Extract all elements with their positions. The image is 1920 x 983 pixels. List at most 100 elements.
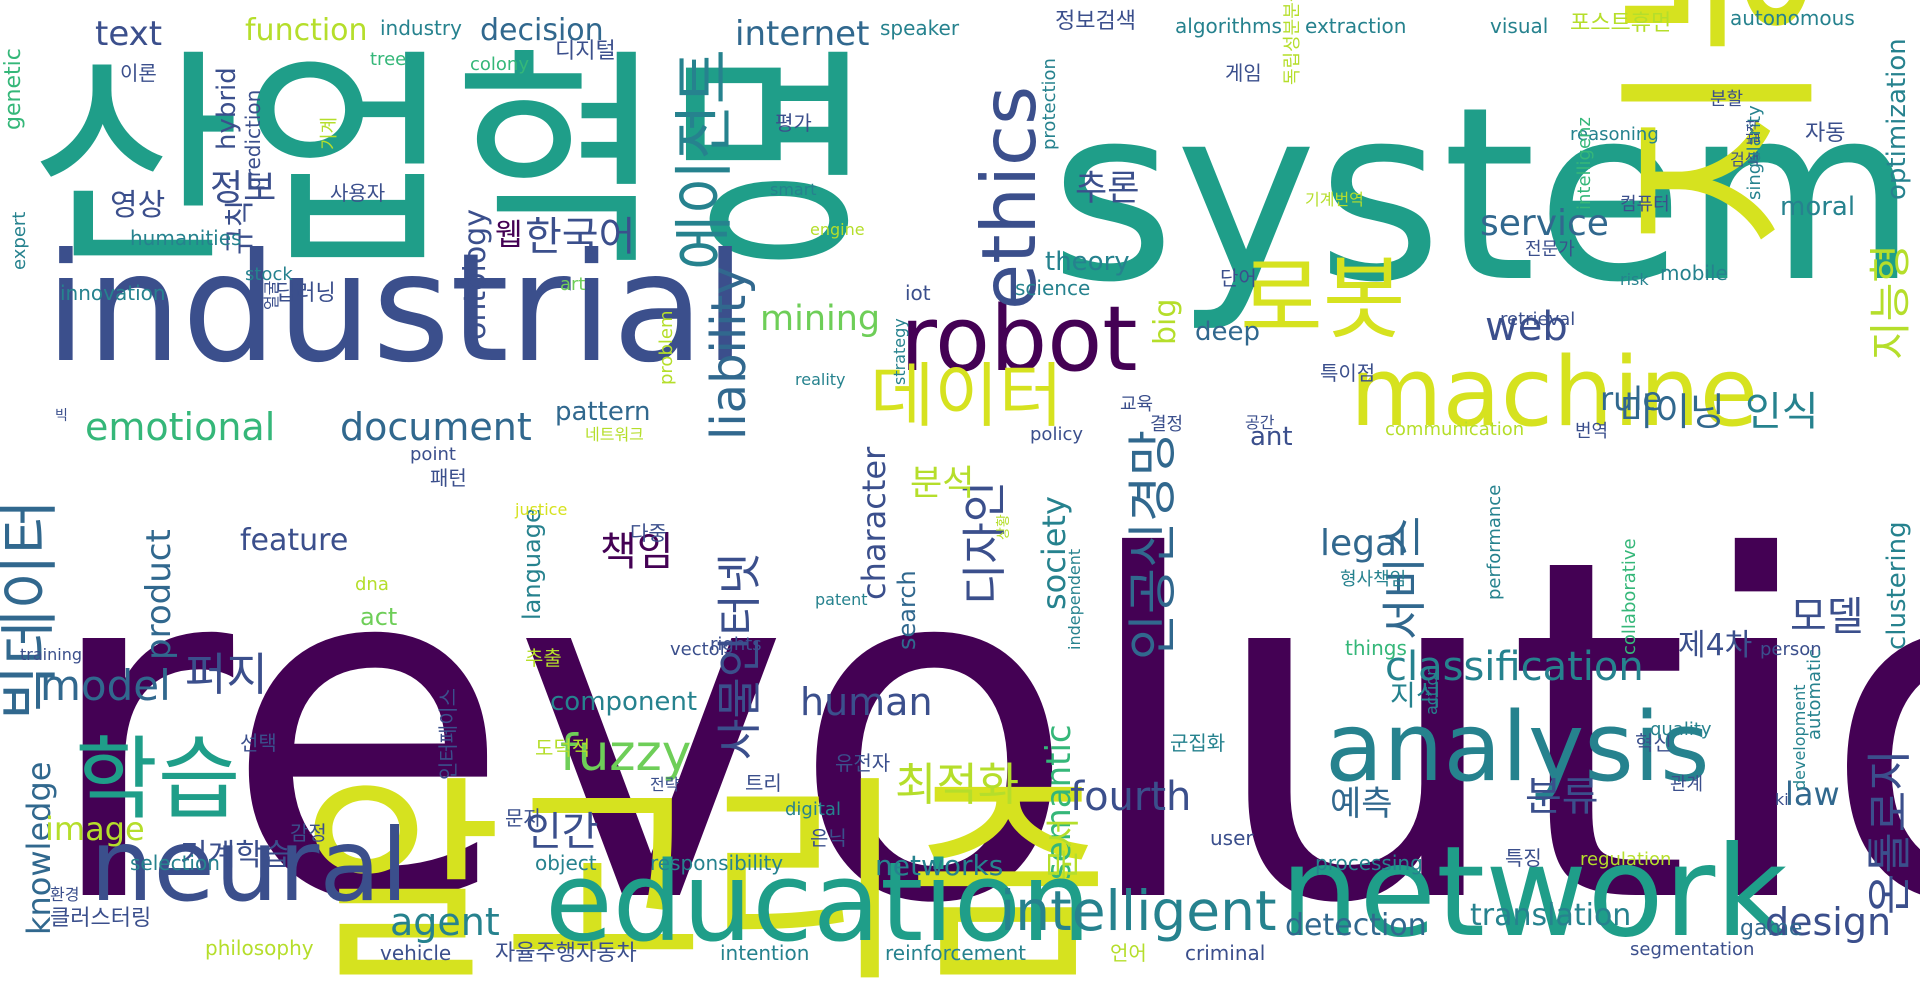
word-67: detection — [1285, 908, 1427, 943]
word-172: 클러스터링 — [50, 906, 151, 931]
word-165: 감정 — [290, 821, 327, 845]
word-46: rule — [1600, 380, 1662, 418]
word-133: communication — [1385, 419, 1524, 440]
word-158: digital — [785, 799, 841, 820]
word-188: independent — [1065, 549, 1084, 650]
word-160: 관계 — [1670, 774, 1703, 795]
word-81: 규칙 — [223, 200, 258, 255]
word-57: 마이닝 — [1620, 390, 1725, 434]
word-75: optimization — [1882, 38, 1912, 200]
word-6: 지능 — [1600, 0, 1845, 250]
word-49: 책임 — [600, 529, 674, 575]
word-87: search — [893, 570, 921, 650]
word-124: 전문가 — [1525, 239, 1575, 260]
word-117: art — [560, 274, 586, 295]
word-157: 트리 — [745, 771, 782, 795]
word-139: 패턴 — [430, 466, 467, 490]
word-114: expert — [9, 212, 30, 270]
word-112: engine — [810, 220, 865, 239]
word-96: industry — [380, 16, 462, 40]
word-36: design — [1765, 900, 1891, 944]
word-130: 교육 — [1120, 394, 1153, 415]
word-26: model — [40, 661, 171, 710]
word-132: 공간 — [1245, 413, 1275, 432]
word-52: 정보 — [210, 168, 276, 209]
word-11: robot — [900, 287, 1138, 392]
word-142: dna — [355, 574, 389, 595]
word-113: humanities — [130, 226, 241, 250]
word-137: 네트워크 — [585, 425, 644, 444]
word-121: risk — [1620, 270, 1649, 289]
word-180: segmentation — [1630, 939, 1754, 960]
word-184: development — [1790, 684, 1809, 790]
word-56: 인식 — [1745, 389, 1819, 435]
word-1: 알고리즘 — [300, 756, 1110, 983]
word-98: 디지털 — [555, 39, 616, 64]
word-39: internet — [735, 14, 869, 54]
word-34: character — [855, 446, 893, 600]
word-170: processing — [1315, 851, 1423, 875]
word-195: ki — [1775, 790, 1789, 809]
word-93: visual — [1490, 14, 1548, 38]
word-69: ontology — [458, 209, 493, 340]
word-48: 최적화 — [895, 758, 1019, 811]
word-153: 혁신 — [1635, 731, 1672, 755]
word-189: action — [1422, 666, 1441, 715]
word-79: hybrid — [212, 67, 242, 150]
word-186: intelligenz — [1574, 117, 1595, 210]
word-131: 결정 — [1150, 414, 1183, 435]
word-77: clustering — [1882, 521, 1912, 650]
word-119: iot — [905, 281, 931, 305]
word-9: neural — [90, 807, 408, 924]
word-58: 모델 — [1790, 594, 1864, 640]
word-163: 특징 — [1505, 846, 1542, 870]
word-179: criminal — [1185, 941, 1265, 965]
word-138: 빅 — [55, 408, 68, 424]
word-29: agent — [390, 900, 500, 944]
word-169: user — [1210, 826, 1254, 850]
word-99: 게임 — [1225, 61, 1262, 85]
word-86: language — [518, 508, 546, 620]
word-64: image — [45, 810, 145, 848]
word-38: society — [1035, 496, 1073, 610]
word-88: game — [1740, 916, 1802, 941]
word-12: 학습 — [75, 727, 241, 832]
word-146: vector — [670, 639, 728, 660]
word-51: 한국어 — [525, 214, 635, 260]
word-50: 퍼지 — [185, 648, 268, 701]
word-140: justice — [514, 500, 567, 519]
word-144: 형사책임 — [1340, 569, 1406, 590]
word-176: intention — [720, 941, 809, 965]
word-154: 군집화 — [1170, 731, 1225, 755]
word-28: fourth — [1070, 774, 1191, 820]
word-53: 추론 — [1075, 169, 1139, 209]
word-20: classification — [1385, 644, 1644, 690]
word-5: network — [1280, 820, 1788, 965]
word-17: 빅데이터 — [0, 499, 65, 720]
word-14: ethics — [965, 86, 1053, 310]
word-10: analysis — [1325, 693, 1710, 803]
word-122: 컴퓨터 — [1620, 194, 1670, 215]
word-116: innovation — [60, 281, 166, 305]
word-65: feature — [240, 523, 348, 558]
word-80: 영상 — [110, 188, 165, 223]
word-110: reasoning — [1570, 124, 1659, 145]
word-41: web — [1485, 304, 1568, 350]
word-7: education — [545, 838, 1091, 966]
word-108: 분할 — [1710, 89, 1743, 110]
word-8: machine — [1350, 338, 1758, 448]
word-127: 특이점 — [1320, 361, 1375, 385]
word-70: decision — [480, 13, 604, 48]
word-164: regulation — [1580, 849, 1671, 870]
word-151: 선택 — [240, 731, 277, 755]
word-120: mobile — [1660, 261, 1728, 285]
word-73: deep — [1195, 317, 1260, 347]
word-149: person — [1760, 639, 1822, 660]
word-60: 예측 — [1330, 784, 1393, 824]
word-19: fuzzy — [560, 724, 691, 782]
word-173: philosophy — [205, 936, 314, 960]
word-134: 번역 — [1575, 421, 1608, 442]
word-22: 사물인터넷 — [713, 553, 766, 760]
word-24: 서비스 — [1378, 516, 1431, 640]
